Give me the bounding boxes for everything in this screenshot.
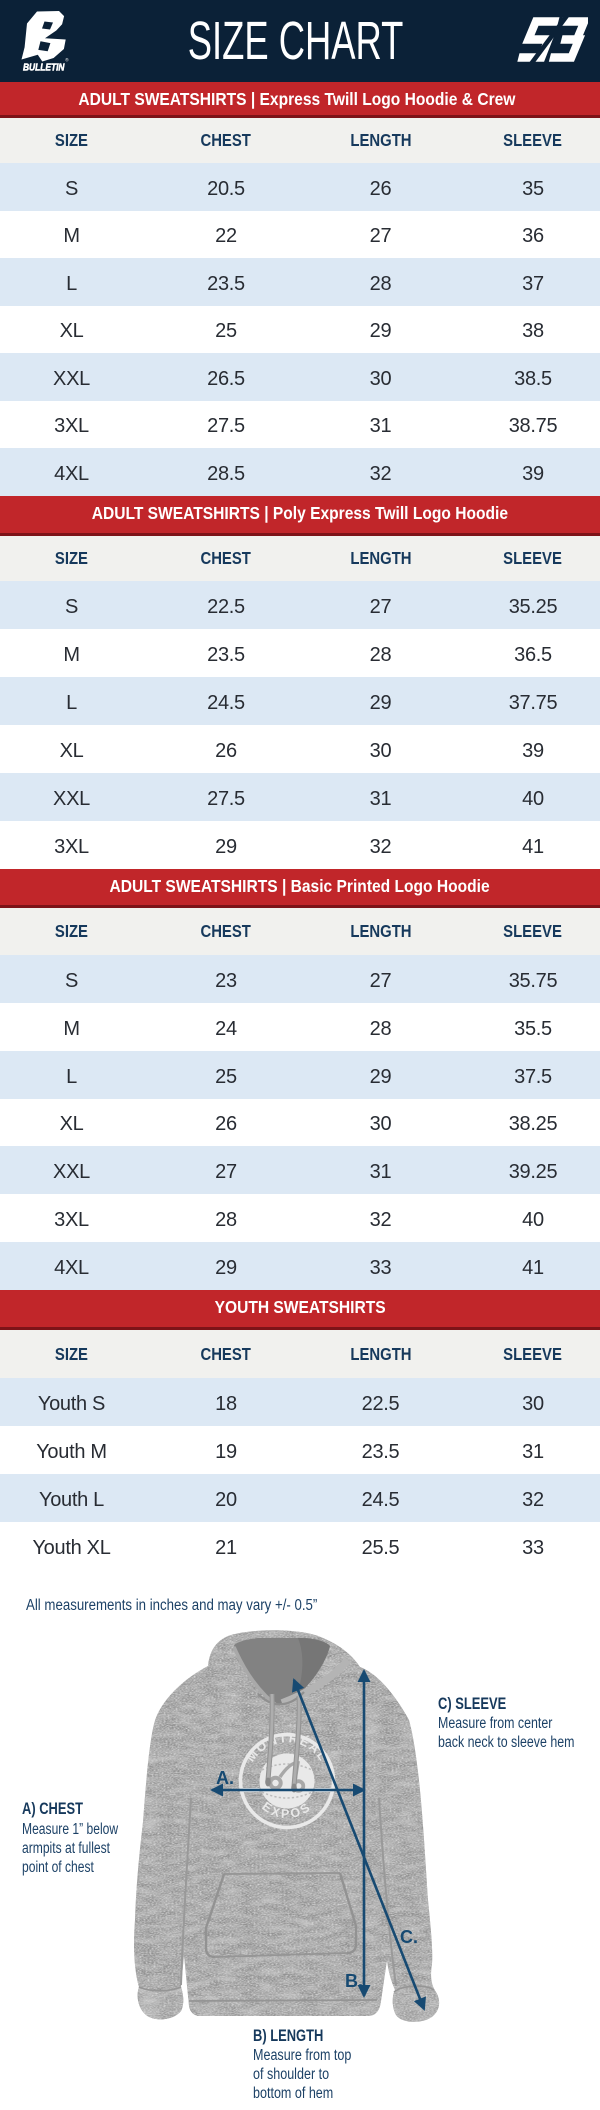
svg-text:®: ® <box>65 57 69 63</box>
svg-text:BULLETIN: BULLETIN <box>23 63 65 74</box>
